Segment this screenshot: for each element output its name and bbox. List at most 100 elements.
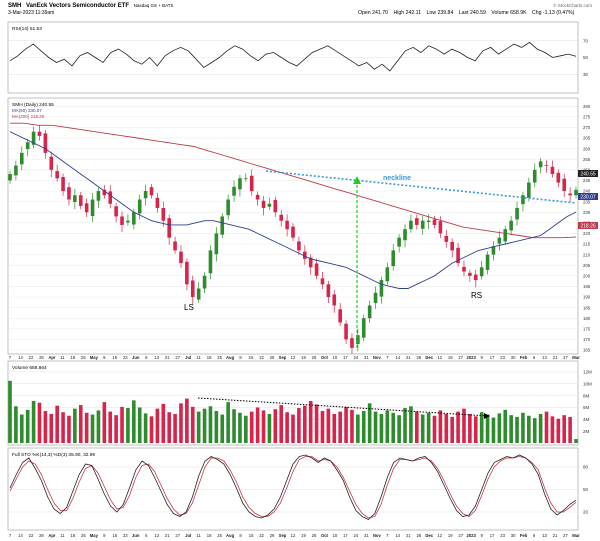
date-tick-label: 22 [29,355,34,360]
price-candle [55,164,59,182]
volume-bar [37,402,42,443]
bottom-date-tick-label: Aug [226,533,235,538]
bottom-date-tick-label: 17 [490,533,495,538]
date-tick-label: 27 [458,355,463,360]
volume-bar [350,409,354,443]
bottom-date-tick-label: 15 [249,533,254,538]
volume-bar [255,407,260,443]
volume-bar [344,406,348,443]
price-candle [574,186,578,199]
volume-bar [444,413,449,443]
price-candle [167,214,171,245]
date-tick-label: 12 [437,355,442,360]
price-candle [373,286,378,309]
volume-bar [8,380,12,443]
price-candle [19,146,24,171]
price-candle [291,223,295,242]
volume-bar [226,402,230,443]
volume-bar [173,413,177,443]
ma50-tag: 230.07 [580,195,596,201]
volume-value: Volume 658.9K [491,10,527,16]
price-tick-label: 175 [583,327,591,332]
volume-bar [84,412,89,443]
volume-bar [420,414,425,443]
volume-bar [49,413,54,443]
price-candle [556,169,561,188]
volume-bar [556,418,561,443]
price-candle [491,241,496,261]
price-candle [25,138,30,157]
date-tick-label: Oct [321,355,329,360]
price-candle [273,196,278,217]
price-tick-label: 230 [583,210,591,215]
open-value: Open 241.70 [358,10,388,16]
volume-bar [450,416,454,443]
volume-bar [244,415,248,443]
volume-bar [285,412,289,443]
bottom-date-tick-label: Feb [520,533,528,538]
price-candle [96,187,101,208]
price-tick-label: 195 [583,284,591,289]
price-candle [538,157,543,174]
price-candle [397,234,401,253]
date-tick-label: 2023 [467,355,477,360]
volume-bar [114,415,118,443]
rsi-label: RSI(14) 51.53 [12,26,42,32]
volume-bar [161,403,166,443]
date-tick-label: 21 [165,355,170,360]
volume-bar [297,408,301,443]
price-candle [232,180,236,202]
bottom-date-tick-label: 23 [123,533,128,538]
last-value: Last 240.59 [459,10,486,16]
volume-bar [532,418,537,443]
price-candle [308,254,313,275]
volume-bar [291,414,295,443]
volume-bar [261,410,266,443]
volume-bar [155,408,160,443]
date-tick-label: Apr [48,355,56,360]
date-tick-label: 24 [354,355,359,360]
price-candle [568,187,572,203]
volume-bar [220,414,225,443]
stochastic-tick-label: 80 [583,465,589,470]
price-tick-label: 255 [583,157,591,162]
date-tick-label: 17 [343,355,348,360]
bottom-date-tick-label: 19 [448,533,453,538]
bottom-date-tick-label: 28 [416,533,421,538]
date-tick-label: 25 [217,355,222,360]
volume-bar [432,415,437,443]
bottom-date-tick-label: May [90,533,99,538]
volume-bar [527,415,531,443]
volume-tick-label: 10M [583,381,592,386]
volume-bar [509,415,513,443]
volume-bar [521,412,525,443]
high-value: High 242.11 [393,10,421,16]
volume-tick-label: 2M [583,429,590,434]
date-tick-label: 28 [39,355,44,360]
bottom-date-tick-label: 12 [437,533,442,538]
volume-bar [273,409,278,443]
price-tick-label: 190 [583,295,591,300]
date-tick-label: 11 [196,355,201,360]
date-tick-label: 23 [123,355,128,360]
date-tick-label: 25 [81,355,86,360]
price-candle [302,245,307,265]
header-date: 3-Mar-2023 11:39am [8,10,54,16]
bottom-date-tick-label: 31 [364,533,369,538]
price-candle [550,160,555,178]
volume-bar [179,403,183,443]
date-tick-label: 15 [249,355,254,360]
price-candle [108,185,113,209]
change-value: Chg -1.13 (0.47%) [532,10,575,16]
price-candle [403,224,407,248]
date-axis: 7 14 22 28 Apr 11 18 25 May 9 16 23 Jun 6 13 21 27 Jul 11 1… [9,355,580,360]
bottom-date-tick-label: 10 [333,533,338,538]
rsi-panel: RSI(14) 51.53 70 50 30 [7,21,589,94]
stochastic-k-line [9,454,577,520]
volume-panel: Volume 658,864 12M 10M 8M 6M 4M 2M [7,360,592,446]
price-candle [143,184,148,206]
volume-bar [468,413,472,443]
bottom-date-tick-label: 9 [480,533,483,538]
bottom-date-tick-label: 17 [343,533,348,538]
